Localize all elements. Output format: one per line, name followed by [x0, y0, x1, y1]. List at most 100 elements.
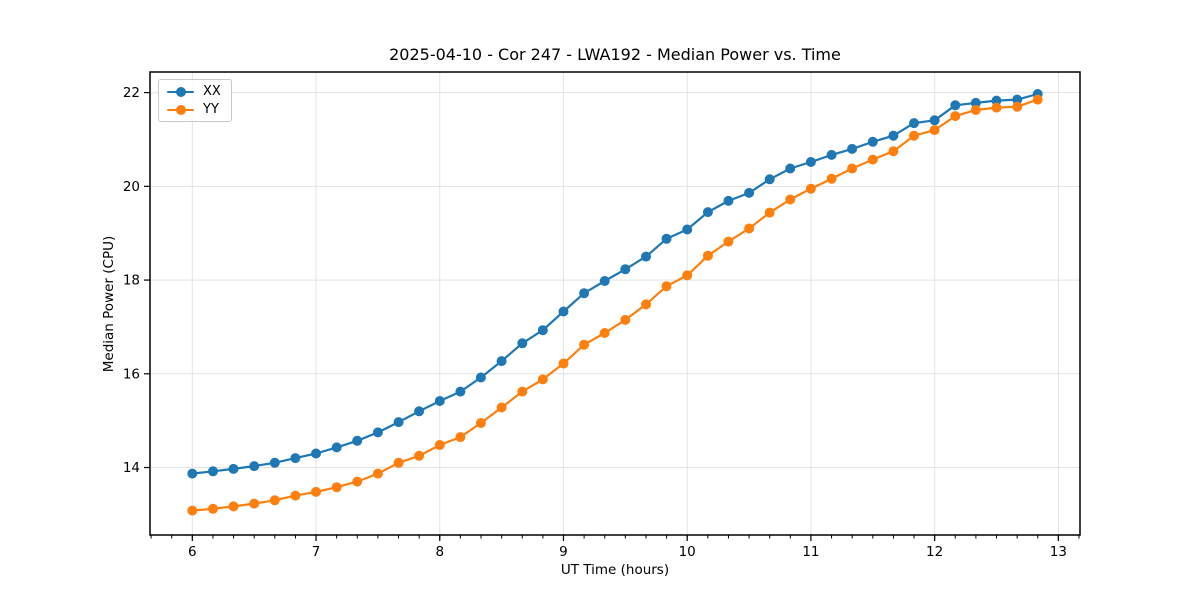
data-point-yy — [269, 495, 280, 506]
data-point-yy — [372, 468, 383, 479]
data-point-xx — [1012, 94, 1023, 105]
data-point-xx — [414, 406, 425, 417]
data-point-xx — [290, 453, 301, 464]
data-point-yy — [682, 270, 693, 281]
data-point-yy — [950, 111, 961, 122]
x-tick-label: 13 — [1050, 544, 1067, 560]
x-tick-label: 12 — [926, 544, 943, 560]
data-point-xx — [331, 442, 342, 453]
data-point-yy — [331, 482, 342, 493]
data-point-xx — [723, 195, 734, 206]
series-line-xx — [192, 92, 1038, 475]
data-point-yy — [393, 457, 404, 468]
legend-line-marker-icon — [167, 86, 194, 97]
data-point-xx — [909, 118, 919, 129]
data-point-xx — [537, 325, 548, 336]
data-point-xx — [558, 306, 569, 317]
data-point-yy — [496, 402, 507, 413]
data-point-xx — [826, 149, 837, 160]
data-point-yy — [785, 194, 796, 205]
legend: XX YY — [158, 79, 232, 122]
data-point-yy — [249, 498, 260, 509]
x-tick-label: 6 — [188, 544, 197, 560]
data-point-yy — [909, 130, 919, 141]
data-point-xx — [269, 457, 280, 468]
data-point-yy — [537, 374, 548, 385]
data-point-yy — [867, 154, 878, 165]
data-point-yy — [187, 505, 198, 516]
data-point-yy — [352, 476, 363, 487]
plot-border — [149, 71, 1081, 536]
data-point-xx — [785, 163, 796, 174]
x-tick-label: 11 — [802, 544, 819, 560]
x-tick-label: 9 — [559, 544, 568, 560]
data-point-xx — [867, 136, 878, 147]
chart-title: 2025-04-10 - Cor 247 - LWA192 - Median P… — [389, 45, 841, 64]
y-tick-label: 18 — [123, 273, 140, 289]
y-tick-label: 16 — [123, 366, 140, 382]
x-tick-label: 8 — [435, 544, 444, 560]
data-point-xx — [372, 427, 383, 438]
data-point-yy — [826, 173, 837, 184]
data-point-yy — [970, 105, 981, 115]
legend-item-yy: YY — [167, 103, 221, 116]
data-point-xx — [434, 396, 445, 406]
data-point-xx — [208, 466, 218, 477]
x-tick-label: 10 — [679, 544, 696, 560]
legend-item-xx: XX — [167, 85, 221, 98]
y-tick-label: 22 — [123, 85, 140, 101]
data-point-xx — [764, 174, 775, 185]
y-tick-label: 14 — [123, 460, 140, 476]
data-point-xx — [641, 251, 651, 262]
data-point-xx — [929, 115, 940, 126]
legend-line-marker-icon — [167, 104, 194, 115]
data-point-yy — [661, 281, 672, 292]
data-point-yy — [929, 125, 940, 136]
data-point-yy — [475, 418, 486, 428]
data-point-xx — [847, 143, 858, 154]
y-tick-label: 20 — [123, 179, 140, 195]
data-point-yy — [991, 102, 1002, 113]
data-point-yy — [579, 339, 590, 350]
data-point-xx — [620, 264, 631, 275]
data-point-xx — [393, 417, 404, 428]
data-point-xx — [888, 130, 899, 141]
data-point-yy — [311, 486, 321, 497]
data-point-yy — [208, 503, 218, 514]
y-axis-label-text: Median Power (CPU) — [101, 235, 117, 373]
data-point-xx — [702, 207, 713, 218]
data-point-xx — [352, 435, 363, 446]
legend-label: YY — [203, 102, 219, 117]
data-point-xx — [805, 157, 816, 167]
data-point-yy — [723, 236, 734, 247]
data-point-yy — [888, 146, 899, 157]
data-point-yy — [434, 440, 445, 450]
legend-label: XX — [203, 84, 221, 99]
data-point-xx — [496, 356, 507, 367]
data-point-xx — [228, 463, 239, 474]
data-point-xx — [950, 100, 961, 111]
data-point-yy — [847, 163, 858, 174]
series-line-yy — [192, 98, 1039, 512]
data-point-xx — [682, 224, 693, 235]
data-point-xx — [517, 338, 528, 349]
x-tick-label: 7 — [312, 544, 321, 560]
data-point-xx — [455, 386, 466, 397]
data-point-yy — [558, 358, 569, 369]
x-axis-label: UT Time (hours) — [560, 562, 670, 578]
data-point-yy — [290, 490, 301, 501]
data-point-yy — [641, 299, 651, 310]
data-point-yy — [805, 183, 816, 194]
data-point-xx — [661, 233, 672, 244]
data-point-yy — [1012, 101, 1023, 112]
data-point-xx — [579, 288, 590, 299]
data-point-xx — [744, 187, 755, 198]
data-point-xx — [187, 468, 198, 479]
data-point-yy — [1032, 94, 1043, 105]
data-point-xx — [970, 97, 981, 108]
data-point-yy — [599, 328, 610, 338]
data-point-yy — [414, 450, 425, 461]
data-point-xx — [475, 372, 486, 383]
data-point-xx — [311, 448, 321, 459]
data-point-yy — [764, 207, 775, 218]
